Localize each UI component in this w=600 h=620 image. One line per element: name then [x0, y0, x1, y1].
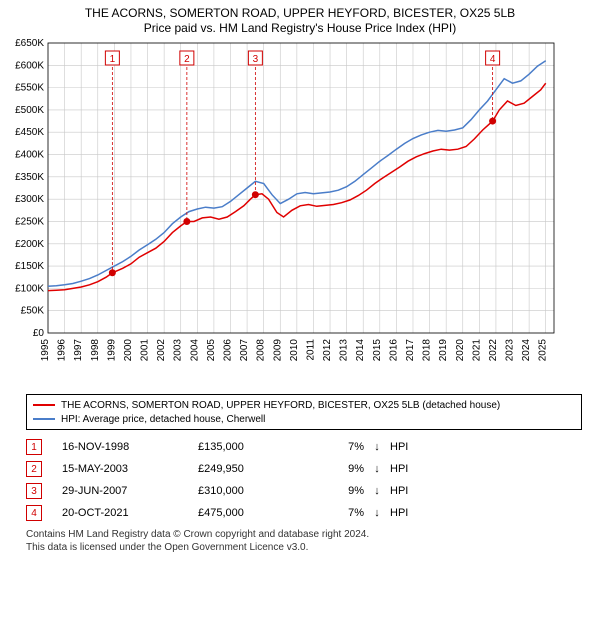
sale-badge: 1	[26, 439, 42, 455]
sale-hpi-label: HPI	[390, 485, 430, 497]
down-arrow-icon: ↓	[370, 507, 384, 519]
svg-text:£400K: £400K	[15, 150, 44, 161]
sale-row: 2 15-MAY-2003 £249,950 9% ↓ HPI	[26, 458, 582, 480]
svg-text:1995: 1995	[40, 339, 51, 362]
title-subtitle: Price paid vs. HM Land Registry's House …	[0, 21, 600, 35]
sale-hpi-label: HPI	[390, 507, 430, 519]
svg-text:2012: 2012	[322, 339, 333, 362]
svg-text:£450K: £450K	[15, 127, 44, 138]
price-chart: £0 £50K £100K £150K £200K £250K £300K £350K £400…	[0, 35, 600, 390]
legend-item: THE ACORNS, SOMERTON ROAD, UPPER HEYFORD…	[33, 398, 575, 412]
svg-text:2007: 2007	[239, 339, 250, 362]
svg-text:2002: 2002	[156, 339, 167, 362]
sale-price: £135,000	[198, 441, 318, 453]
svg-text:2014: 2014	[355, 339, 366, 362]
sale-row: 1 16-NOV-1998 £135,000 7% ↓ HPI	[26, 436, 582, 458]
svg-text:1: 1	[110, 54, 116, 65]
svg-text:2020: 2020	[455, 339, 466, 362]
attribution-footer: Contains HM Land Registry data © Crown c…	[26, 528, 582, 562]
svg-text:1999: 1999	[106, 339, 117, 362]
svg-text:2006: 2006	[222, 339, 233, 362]
svg-text:2022: 2022	[488, 339, 499, 362]
sale-date: 29-JUN-2007	[62, 485, 192, 497]
sale-date: 20-OCT-2021	[62, 507, 192, 519]
sale-price: £310,000	[198, 485, 318, 497]
svg-text:£300K: £300K	[15, 194, 44, 205]
footer-line-2: This data is licensed under the Open Gov…	[26, 541, 582, 554]
svg-text:£250K: £250K	[15, 216, 44, 227]
sale-date: 15-MAY-2003	[62, 463, 192, 475]
svg-text:2013: 2013	[339, 339, 350, 362]
sale-pct: 7%	[324, 507, 364, 519]
svg-text:2005: 2005	[206, 339, 217, 362]
svg-text:2018: 2018	[422, 339, 433, 362]
svg-text:£650K: £650K	[15, 38, 44, 49]
svg-text:2009: 2009	[272, 339, 283, 362]
down-arrow-icon: ↓	[370, 485, 384, 497]
svg-text:2016: 2016	[388, 339, 399, 362]
sales-table: 1 16-NOV-1998 £135,000 7% ↓ HPI 2 15-MAY-2003 £2…	[26, 436, 582, 524]
sale-badge: 3	[26, 483, 42, 499]
sale-row: 4 20-OCT-2021 £475,000 7% ↓ HPI	[26, 502, 582, 524]
svg-text:£600K: £600K	[15, 60, 44, 71]
svg-text:£200K: £200K	[15, 239, 44, 250]
sale-price: £249,950	[198, 463, 318, 475]
svg-text:£500K: £500K	[15, 105, 44, 116]
footer-line-1: Contains HM Land Registry data © Crown c…	[26, 528, 582, 541]
sale-price: £475,000	[198, 507, 318, 519]
down-arrow-icon: ↓	[370, 463, 384, 475]
svg-text:4: 4	[490, 54, 496, 65]
svg-text:1998: 1998	[90, 339, 101, 362]
svg-text:2011: 2011	[305, 339, 316, 361]
sale-hpi-label: HPI	[390, 463, 430, 475]
svg-text:2023: 2023	[505, 339, 516, 362]
svg-text:2019: 2019	[438, 339, 449, 362]
svg-text:1997: 1997	[73, 339, 84, 362]
svg-text:2025: 2025	[538, 339, 549, 362]
title-address: THE ACORNS, SOMERTON ROAD, UPPER HEYFORD…	[0, 6, 600, 20]
legend-item: HPI: Average price, detached house, Cher…	[33, 412, 575, 426]
svg-text:3: 3	[253, 54, 259, 65]
chart-titles: THE ACORNS, SOMERTON ROAD, UPPER HEYFORD…	[0, 0, 600, 35]
sale-badge: 4	[26, 505, 42, 521]
sale-pct: 7%	[324, 441, 364, 453]
svg-text:2015: 2015	[372, 339, 383, 362]
svg-text:£0: £0	[33, 328, 45, 339]
chart-svg: £0 £50K £100K £150K £200K £250K £300K £350K £400…	[0, 35, 560, 385]
legend: THE ACORNS, SOMERTON ROAD, UPPER HEYFORD…	[26, 394, 582, 430]
sale-pct: 9%	[324, 485, 364, 497]
svg-text:£350K: £350K	[15, 172, 44, 183]
svg-text:£100K: £100K	[15, 283, 44, 294]
legend-swatch	[33, 418, 55, 420]
legend-label: HPI: Average price, detached house, Cher…	[61, 414, 265, 425]
legend-label: THE ACORNS, SOMERTON ROAD, UPPER HEYFORD…	[61, 400, 500, 411]
sale-pct: 9%	[324, 463, 364, 475]
svg-text:2001: 2001	[140, 339, 151, 362]
sale-date: 16-NOV-1998	[62, 441, 192, 453]
svg-text:2010: 2010	[289, 339, 300, 362]
svg-text:2017: 2017	[405, 339, 416, 362]
legend-swatch	[33, 404, 55, 406]
svg-text:2: 2	[184, 54, 190, 65]
svg-text:1996: 1996	[57, 339, 68, 362]
sale-hpi-label: HPI	[390, 441, 430, 453]
svg-text:£50K: £50K	[21, 306, 45, 317]
down-arrow-icon: ↓	[370, 441, 384, 453]
svg-text:2024: 2024	[521, 339, 532, 362]
svg-text:£550K: £550K	[15, 83, 44, 94]
svg-text:£150K: £150K	[15, 261, 44, 272]
svg-text:2003: 2003	[173, 339, 184, 362]
svg-text:2008: 2008	[256, 339, 267, 362]
sale-row: 3 29-JUN-2007 £310,000 9% ↓ HPI	[26, 480, 582, 502]
svg-text:2000: 2000	[123, 339, 134, 362]
svg-text:2021: 2021	[471, 339, 482, 362]
svg-text:2004: 2004	[189, 339, 200, 362]
sale-badge: 2	[26, 461, 42, 477]
